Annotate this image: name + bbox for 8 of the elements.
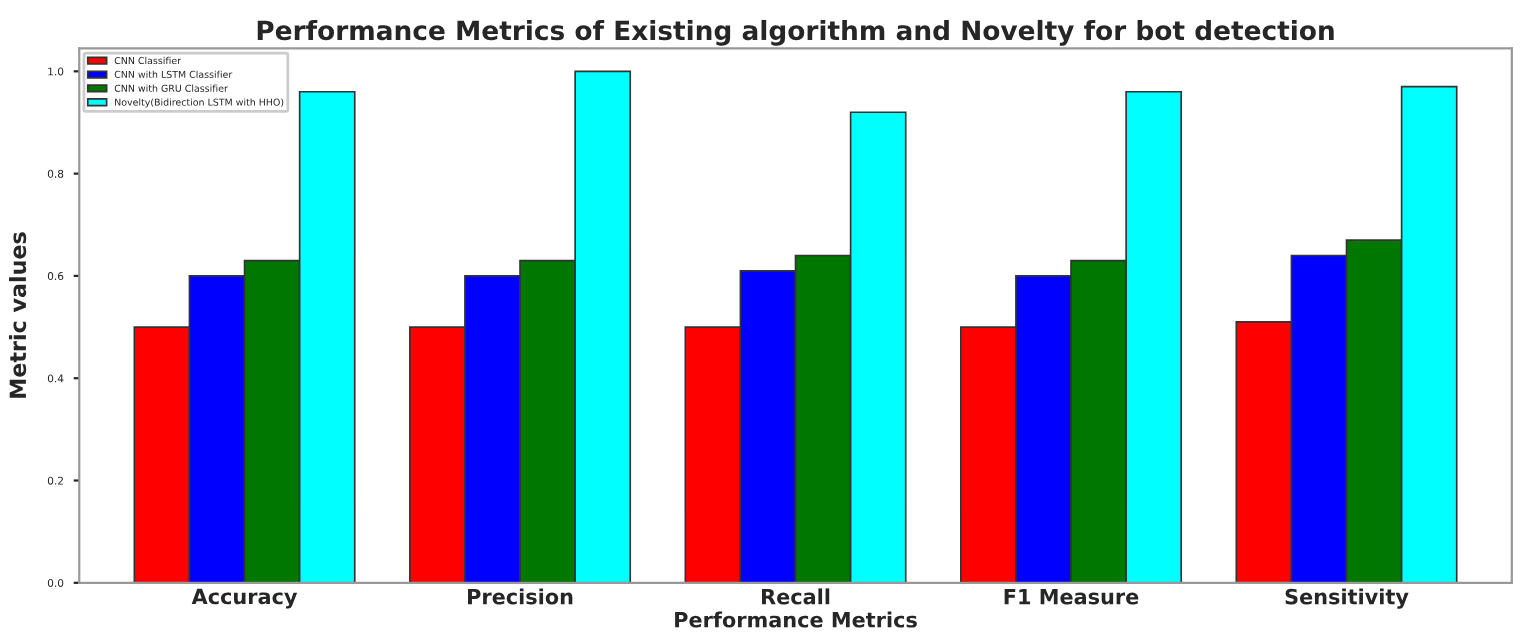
x-tick-label: Recall: [762, 588, 830, 605]
x-tick-label: Precision: [468, 588, 573, 605]
y-axis-title: Metric values: [9, 232, 27, 398]
x-tick-label: F1 Measure: [1004, 589, 1139, 605]
x-tick-label: Sensitivity: [1285, 588, 1409, 609]
x-tick-label: Accuracy: [191, 588, 298, 609]
chart-title: Performance Metrics of Existing algorithm and Novelty for bot detection: [257, 19, 1334, 46]
x-axis-title: Performance Metrics: [675, 611, 917, 628]
